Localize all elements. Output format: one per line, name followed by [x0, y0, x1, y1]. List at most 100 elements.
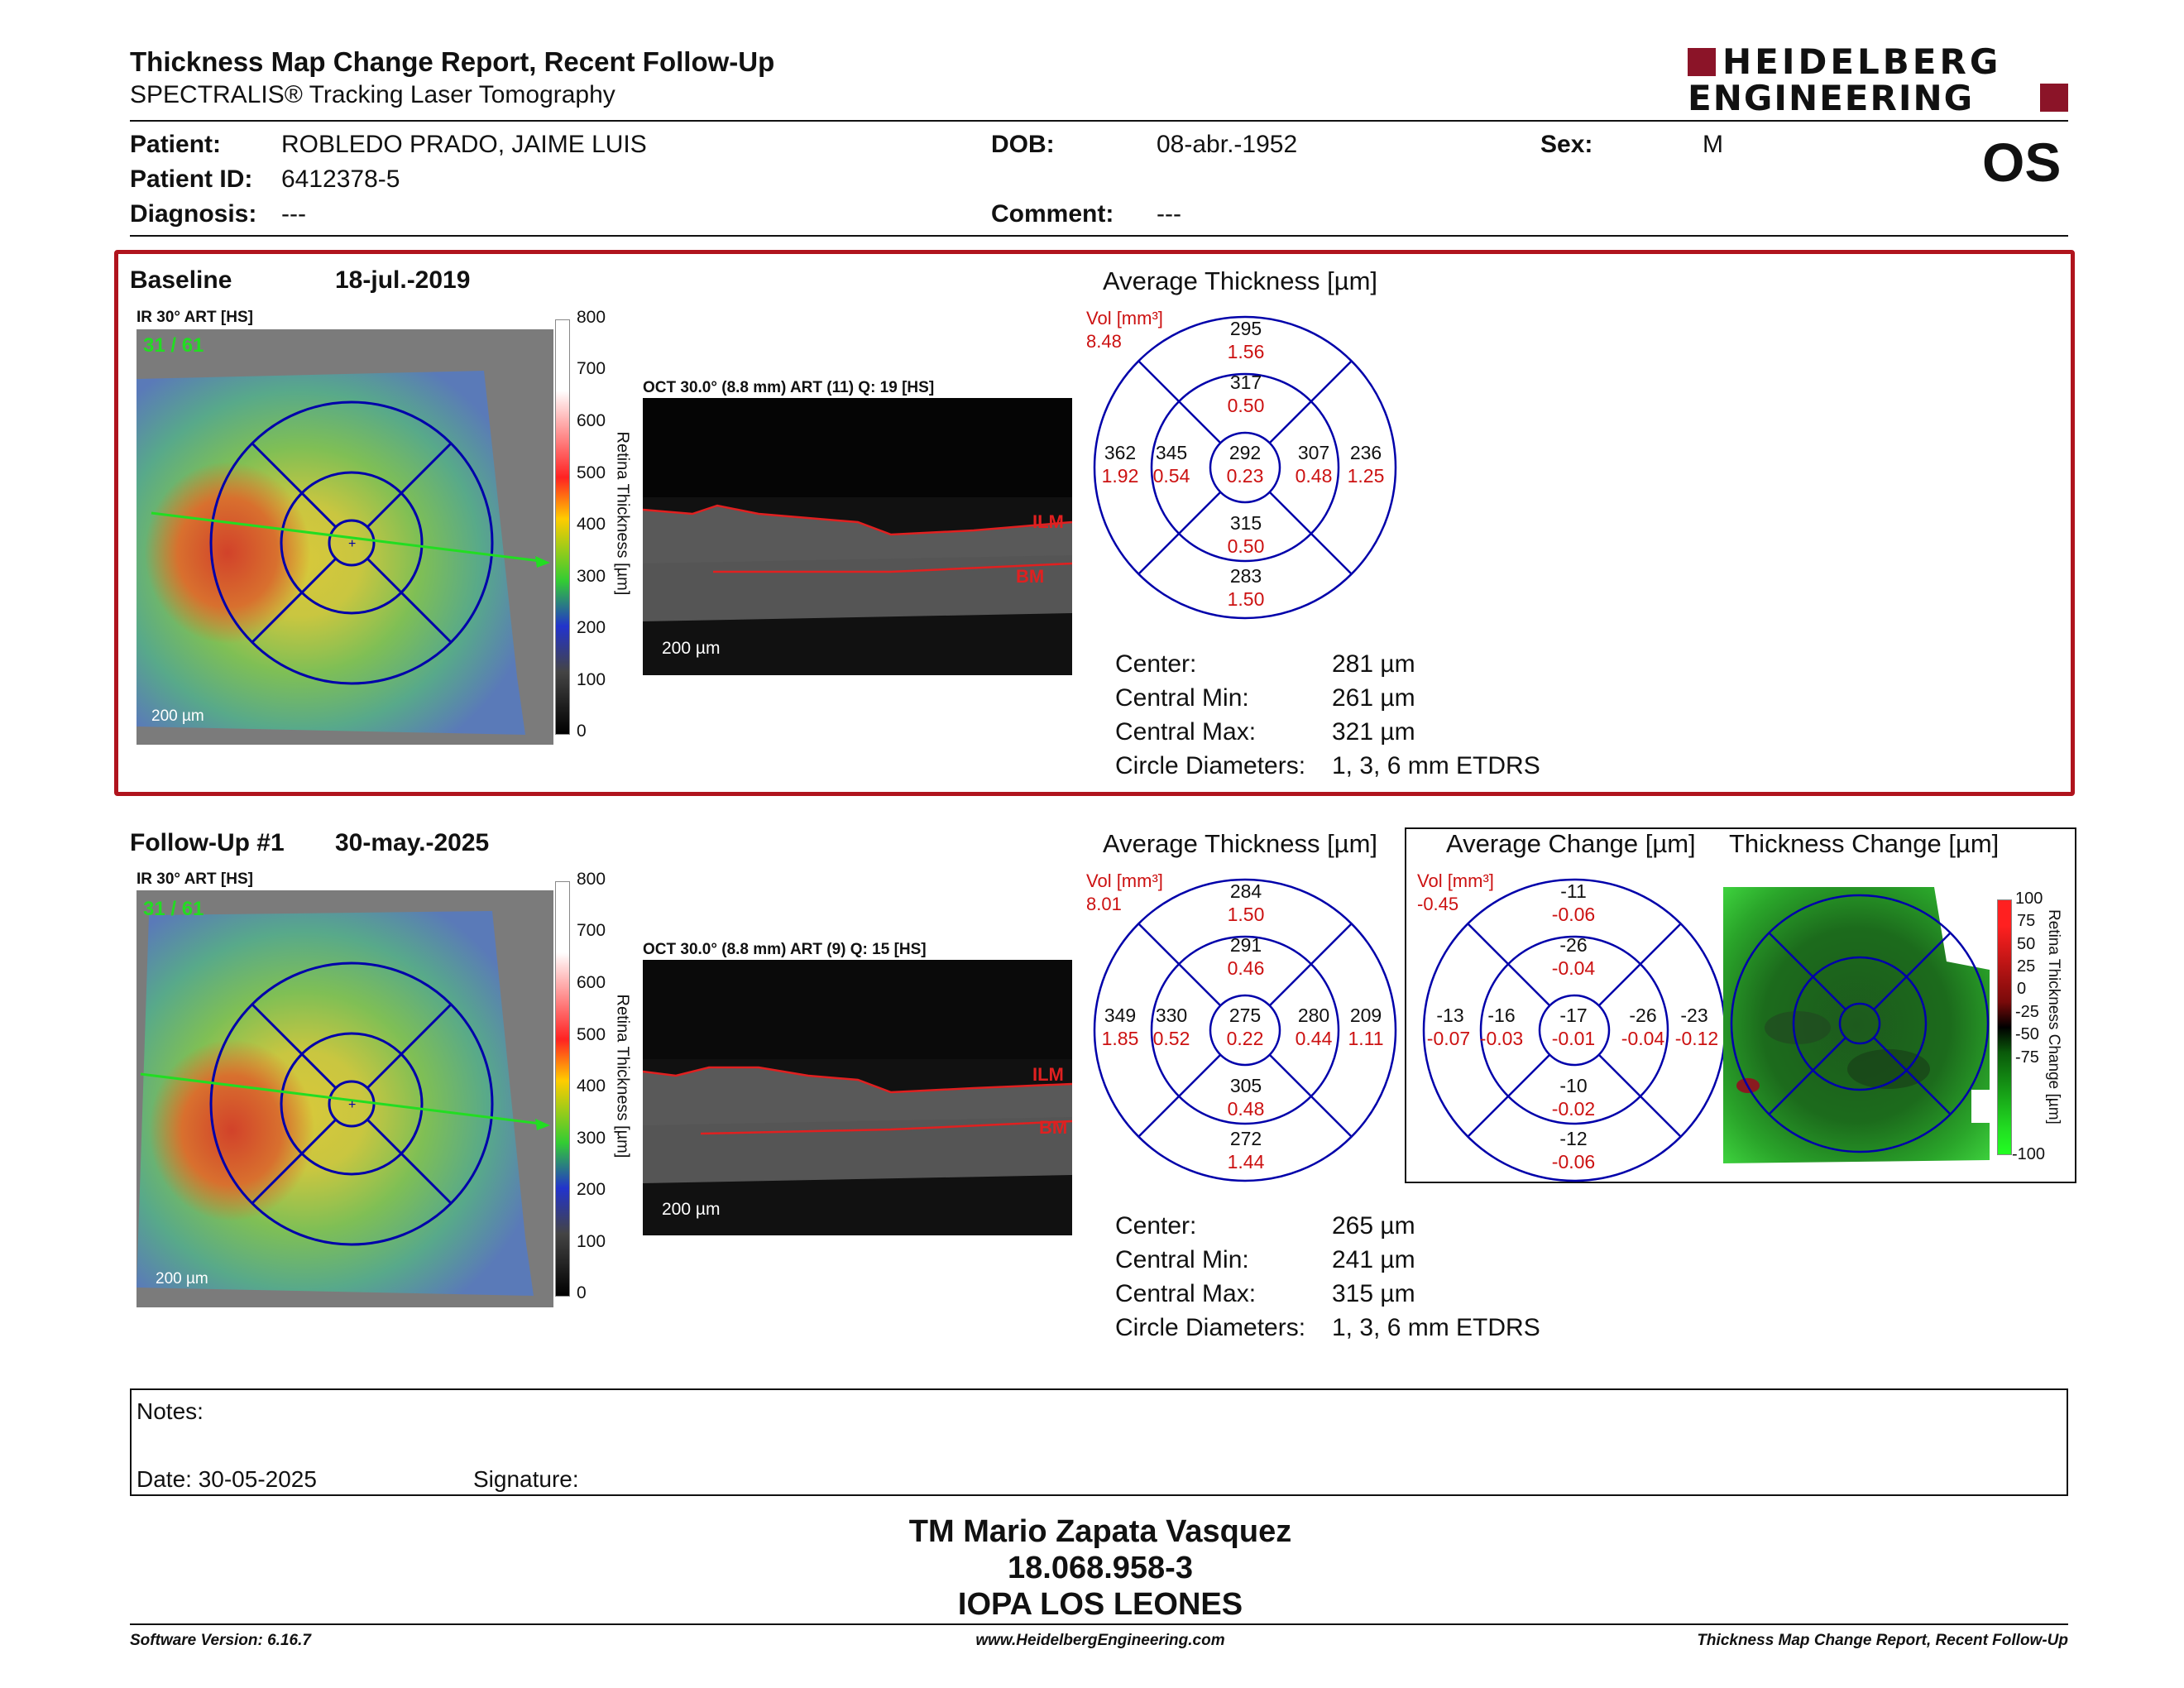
followup-oct-scale: 200 µm: [662, 1200, 721, 1219]
baseline-scale-0: 0: [577, 722, 587, 741]
change-scale-25: 25: [2017, 957, 2036, 976]
footer-software: Software Version: 6.16.7: [130, 1632, 311, 1649]
footer-url[interactable]: www.HeidelbergEngineering.com: [975, 1632, 1225, 1649]
baseline-scale-400: 400: [577, 515, 606, 534]
followup-scale-500: 500: [577, 1025, 606, 1044]
followup-sup-inner: 291: [1229, 934, 1262, 956]
change-color-scale: [1997, 899, 2012, 1155]
baseline-scale-500: 500: [577, 463, 606, 482]
signoff-id: 18.068.958-3: [1008, 1551, 1193, 1585]
change-sup-inner: -26: [1559, 934, 1588, 956]
change-panel: [1405, 827, 2076, 1183]
baseline-ilm-label: ILM: [1032, 511, 1064, 532]
followup-sup-outer-vol: 1.50: [1227, 904, 1265, 925]
baseline-inf-inner: 315: [1229, 512, 1262, 534]
change-sup-outer-vol: -0.06: [1551, 904, 1596, 925]
change-inf-outer-vol: -0.06: [1551, 1151, 1596, 1172]
followup-scale-600: 600: [577, 973, 606, 992]
sex-value: M: [1703, 131, 1723, 158]
signoff-org: IOPA LOS LEONES: [957, 1587, 1243, 1622]
followup-temp-outer-vol: 1.85: [1101, 1028, 1139, 1049]
comment-value: ---: [1157, 200, 1181, 228]
change-scale-minus50: -50: [2015, 1025, 2039, 1043]
baseline-oct-scale: 200 µm: [662, 639, 721, 658]
baseline-inf-inner-vol: 0.50: [1227, 535, 1265, 557]
baseline-nas-inner-vol: 0.48: [1295, 465, 1333, 487]
followup-temp-inner: 330: [1155, 1005, 1188, 1026]
change-nas-outer-vol: -0.12: [1674, 1028, 1719, 1049]
baseline-sup-outer: 295: [1229, 318, 1262, 339]
change-temp-outer: -13: [1436, 1005, 1464, 1026]
change-scale-75: 75: [2017, 912, 2036, 930]
baseline-temp-inner: 345: [1155, 442, 1188, 463]
svg-text:+: +: [348, 537, 356, 551]
baseline-sup-inner-vol: 0.50: [1227, 395, 1265, 416]
baseline-center: 292: [1228, 442, 1262, 463]
baseline-scale-700: 700: [577, 359, 606, 378]
logo-line1: HEIDELBERG: [1722, 41, 2002, 82]
followup-scale-400: 400: [577, 1077, 606, 1096]
followup-nas-outer: 209: [1349, 1005, 1382, 1026]
baseline-scale-200: 200: [577, 618, 606, 637]
change-sup-outer: -11: [1560, 880, 1587, 902]
followup-nas-outer-vol: 1.11: [1348, 1028, 1384, 1049]
change-scale-minus25: -25: [2015, 1003, 2039, 1021]
followup-temp-inner-vol: 0.52: [1152, 1028, 1190, 1049]
followup-oct-scan: [642, 960, 1073, 1235]
report-subtitle: SPECTRALIS® Tracking Laser Tomography: [130, 81, 615, 108]
signoff-name: TM Mario Zapata Vasquez: [908, 1514, 1292, 1549]
dob-value: 08-abr.-1952: [1157, 131, 1298, 158]
change-scale-100: 100: [2015, 890, 2043, 908]
notes-box[interactable]: [130, 1388, 2068, 1496]
comment-label: Comment:: [991, 200, 1114, 228]
change-scale-minus75: -75: [2015, 1048, 2039, 1067]
followup-scale-200: 200: [577, 1180, 606, 1199]
baseline-color-scale: [555, 319, 570, 735]
followup-oct-label: OCT 30.0° (8.8 mm) ART (9) Q: 15 [HS]: [643, 941, 927, 958]
sex-label: Sex:: [1540, 131, 1593, 158]
change-inf-inner-vol: -0.02: [1551, 1098, 1596, 1120]
followup-center: 275: [1228, 1005, 1262, 1026]
followup-thickness-map: +: [136, 890, 553, 1307]
patient-id: 6412378-5: [281, 165, 400, 193]
followup-scale-0: 0: [577, 1283, 587, 1302]
followup-min-label: Central Min:: [1115, 1246, 1249, 1273]
followup-max-value: 315 µm: [1332, 1280, 1415, 1307]
baseline-scale-600: 600: [577, 411, 606, 430]
baseline-scale-100: 100: [577, 670, 606, 689]
followup-inf-inner: 305: [1229, 1075, 1262, 1096]
followup-max-label: Central Max:: [1115, 1280, 1257, 1307]
baseline-vol-label: Vol [mm³]: [1086, 308, 1163, 328]
baseline-temp-outer-vol: 1.92: [1101, 465, 1139, 487]
baseline-max-label: Central Max:: [1115, 718, 1257, 746]
change-temp-inner-vol: -0.03: [1479, 1028, 1524, 1049]
change-nas-inner-vol: -0.04: [1621, 1028, 1665, 1049]
change-inf-inner: -10: [1559, 1075, 1588, 1096]
followup-nas-inner-vol: 0.44: [1295, 1028, 1333, 1049]
baseline-inf-outer-vol: 1.50: [1227, 588, 1265, 610]
baseline-scale-800: 800: [577, 308, 606, 327]
baseline-diam-value: 1, 3, 6 mm ETDRS: [1332, 752, 1540, 779]
baseline-thickness-map: +: [136, 329, 553, 745]
baseline-frame-counter: 31 / 61: [143, 334, 204, 357]
baseline-temp-inner-vol: 0.54: [1152, 465, 1190, 487]
followup-nas-inner: 280: [1297, 1005, 1330, 1026]
patient-name: ROBLEDO PRADO, JAIME LUIS: [281, 131, 647, 158]
diagnosis-value: ---: [281, 200, 306, 228]
baseline-avg-title: Average Thickness [µm]: [1103, 266, 1378, 295]
baseline-vol-value: 8.48: [1086, 331, 1122, 352]
baseline-diam-label: Circle Diameters:: [1115, 752, 1306, 779]
followup-scale-700: 700: [577, 921, 606, 940]
baseline-section: [114, 250, 2075, 796]
baseline-nas-outer: 236: [1349, 442, 1382, 463]
baseline-scale-bar: 200 µm: [151, 707, 204, 725]
baseline-min-value: 261 µm: [1332, 684, 1415, 712]
footer-report: Thickness Map Change Report, Recent Foll…: [1697, 1632, 2068, 1649]
followup-diam-value: 1, 3, 6 mm ETDRS: [1332, 1314, 1540, 1341]
eye-label: OS: [1982, 132, 2062, 193]
change-scale-title: Retina Thickness Change [µm]: [2045, 909, 2062, 1125]
change-nas-outer: -23: [1680, 1005, 1708, 1026]
followup-inf-outer-vol: 1.44: [1227, 1151, 1265, 1172]
baseline-ir-label: IR 30° ART [HS]: [136, 309, 253, 326]
followup-temp-outer: 349: [1104, 1005, 1137, 1026]
